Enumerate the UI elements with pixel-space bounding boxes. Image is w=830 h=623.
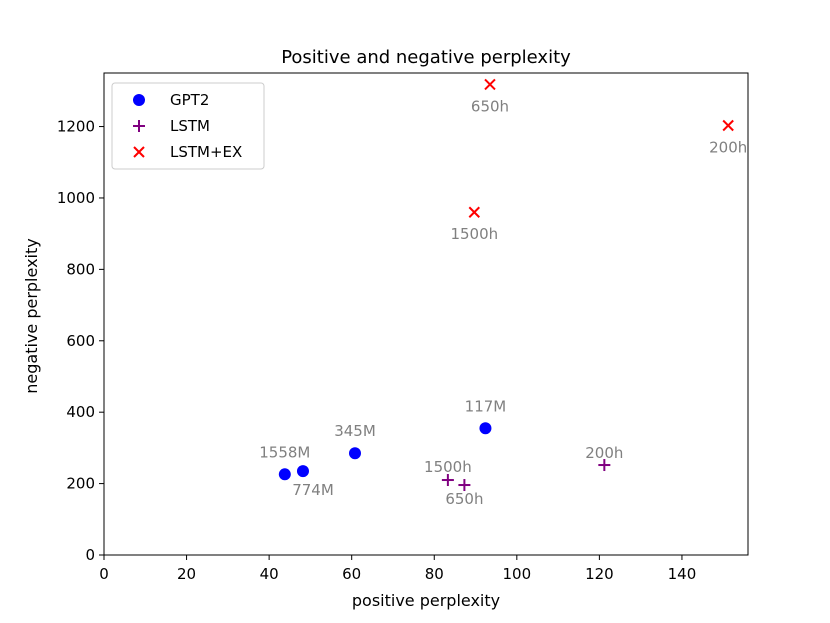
x-tick-label: 80 bbox=[425, 565, 444, 583]
lstm-ex-point bbox=[468, 206, 481, 218]
plot-area bbox=[103, 72, 749, 556]
y-tick-label: 1200 bbox=[57, 118, 95, 136]
legend-marker-lstm bbox=[133, 120, 145, 132]
axis-ticks: 0 20 40 60 80 100 120 140 0 200 400 600 800 1000 1200 bbox=[57, 118, 696, 583]
legend-label-lstm-ex: LSTM+EX bbox=[170, 143, 242, 161]
y-tick-label: 600 bbox=[66, 332, 95, 350]
gpt2-point-label: 1558M bbox=[259, 443, 310, 461]
lstm-ex-point bbox=[484, 78, 496, 91]
point-labels: 117M 345M 774M 1558M 200h 650h 1500h 200h 650h 15… bbox=[259, 97, 747, 508]
y-axis-label: negative perplexity bbox=[22, 238, 41, 393]
x-tick-label: 0 bbox=[99, 565, 109, 583]
legend: GPT2 LSTM LSTM+EX bbox=[111, 82, 265, 170]
gpt2-point bbox=[348, 447, 361, 460]
y-tick-label: 0 bbox=[85, 546, 95, 564]
y-tick-label: 400 bbox=[66, 403, 95, 421]
lstm-point bbox=[598, 459, 611, 472]
data-points bbox=[278, 78, 734, 492]
plot-frame bbox=[103, 72, 749, 556]
lstm-point bbox=[441, 474, 454, 487]
gpt2-point bbox=[296, 465, 309, 478]
x-tick-label: 40 bbox=[260, 565, 279, 583]
gpt2-point bbox=[479, 422, 492, 435]
legend-marker-gpt2 bbox=[133, 94, 145, 106]
x-axis-label: positive perplexity bbox=[352, 591, 500, 610]
x-tick-label: 140 bbox=[668, 565, 697, 583]
lstm-ex-point-label: 650h bbox=[471, 97, 509, 115]
lstm-ex-point-label: 1500h bbox=[450, 225, 498, 243]
lstm-ex-point bbox=[722, 119, 734, 132]
gpt2-point-label: 345M bbox=[334, 422, 376, 440]
lstm-point-label: 1500h bbox=[424, 458, 472, 476]
y-tick-label: 200 bbox=[66, 475, 95, 493]
x-tick-label: 20 bbox=[177, 565, 196, 583]
x-b bbox=[722, 119, 734, 132]
chart-title: Positive and negative perplexity bbox=[281, 47, 571, 68]
lstm-point-label: 200h bbox=[585, 444, 623, 462]
x-b bbox=[468, 206, 481, 218]
x-tick-label: 100 bbox=[503, 565, 532, 583]
x-tick-label: 120 bbox=[585, 565, 614, 583]
x-b bbox=[133, 146, 145, 158]
lstm-point bbox=[458, 479, 471, 492]
y-tick-label: 1000 bbox=[57, 189, 95, 207]
x-tick-label: 60 bbox=[342, 565, 361, 583]
lstm-ex-point-label: 200h bbox=[709, 138, 747, 156]
legend-marker-lstm-ex bbox=[133, 146, 145, 158]
legend-label-gpt2: GPT2 bbox=[170, 91, 209, 109]
legend-box bbox=[111, 82, 265, 170]
gpt2-point-label: 117M bbox=[465, 397, 507, 415]
gpt2-point bbox=[278, 468, 291, 481]
gpt2-point-label: 774M bbox=[292, 481, 334, 499]
legend-label-lstm: LSTM bbox=[170, 117, 210, 135]
x-b bbox=[484, 78, 496, 91]
lstm-point-label: 650h bbox=[445, 490, 483, 508]
y-tick-label: 800 bbox=[66, 260, 95, 278]
